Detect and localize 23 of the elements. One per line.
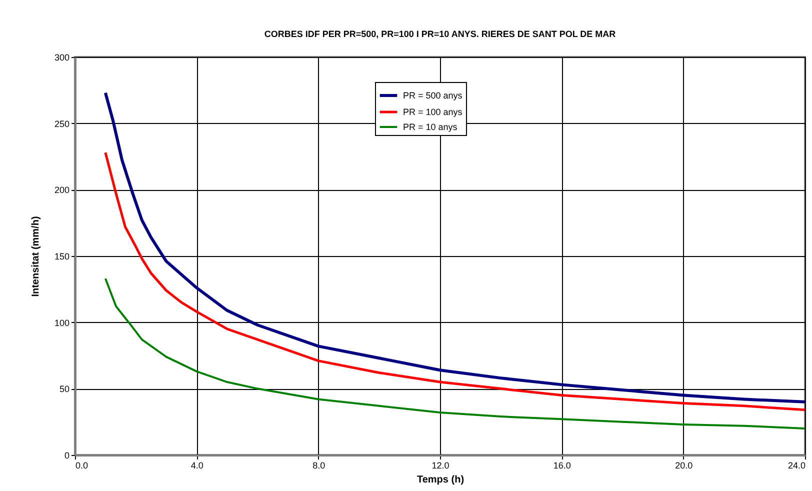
legend-label: PR = 500 anys: [403, 90, 463, 100]
x-tick-label: 24.0: [788, 460, 806, 470]
y-tick-label: 200: [54, 185, 70, 196]
y-tick-label: 300: [54, 52, 70, 62]
x-tick-label: 12.0: [432, 460, 450, 470]
legend-label: PR = 10 anys: [403, 122, 458, 132]
x-tick-label: 8.0: [312, 460, 326, 470]
chart-title: CORBES IDF PER PR=500, PR=100 I PR=10 ANYS. RIERES DE SANT POL DE MAR: [264, 29, 616, 39]
y-axis-title: Intensitat (mm/h): [30, 216, 42, 297]
x-axis-title: Temps (h): [416, 474, 464, 486]
line-series: [104, 151, 805, 412]
x-tick-label: 16.0: [553, 460, 571, 470]
x-tick-label: 0.0: [76, 460, 88, 470]
y-tick-label: 250: [54, 118, 70, 129]
x-tick-label: 20.0: [675, 460, 693, 470]
y-tick-label: 150: [54, 252, 70, 262]
x-tick-label: 4.0: [190, 460, 204, 470]
y-tick-label: 50: [59, 384, 70, 394]
y-tick-label: 0: [64, 450, 70, 460]
legend-label: PR = 100 anys: [403, 107, 463, 117]
y-tick-label: 100: [54, 318, 70, 328]
line-series: [104, 91, 805, 404]
line-series: [104, 278, 805, 430]
